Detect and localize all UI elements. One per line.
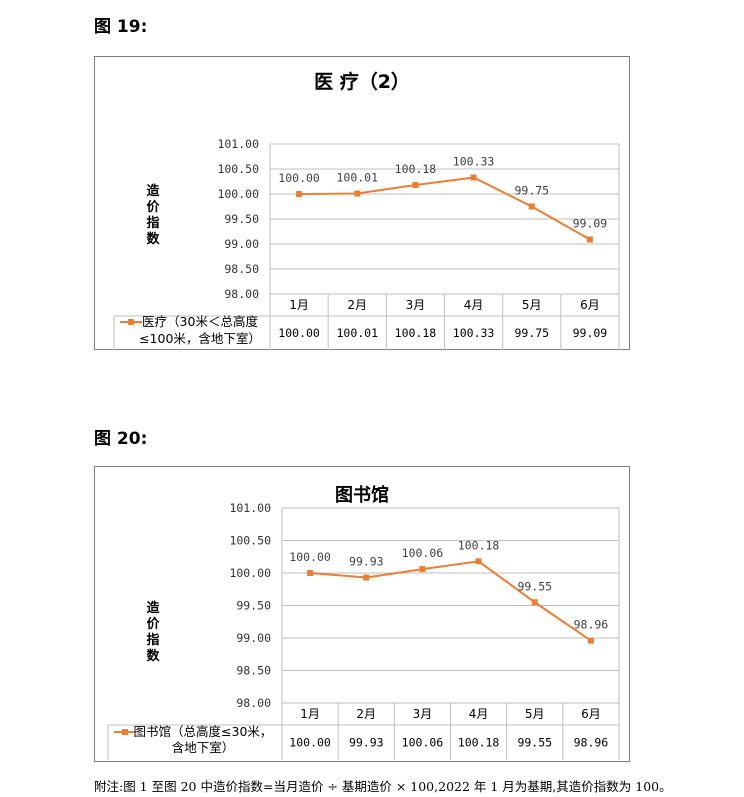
data-point [587,637,594,644]
data-label: 99.55 [517,579,552,593]
x-category-label: 5月 [522,298,542,312]
legend-label: 含地下室） [172,740,235,755]
data-point [307,570,314,576]
data-point [412,182,419,188]
data-label: 99.75 [514,184,549,198]
y-tick-label: 98.50 [236,664,271,678]
y-tick-label: 99.00 [224,237,259,251]
data-label: 100.18 [458,538,500,552]
table-value: 100.06 [402,736,444,750]
x-category-label: 4月 [464,298,484,312]
chart-title: 医 疗（2） [314,71,410,93]
data-point [531,599,538,606]
table-value: 100.01 [336,326,378,340]
legend-label: 图书馆（总高度≤30米， [134,724,273,739]
table-value: 99.09 [573,326,608,340]
y-axis-label-char: 指 [146,216,160,231]
y-axis-label-char: 数 [146,232,160,247]
table-value: 100.33 [453,326,495,340]
data-label: 100.33 [453,155,495,169]
data-point [363,574,370,581]
data-point [470,174,477,181]
data-point [475,558,482,565]
figure-caption: 图 20: [94,429,148,449]
data-label: 99.93 [349,555,384,569]
y-axis-label: 造 价 指 数 [145,601,161,665]
legend-marker-icon [128,319,134,325]
y-tick-label: 101.00 [217,137,259,151]
data-point [528,203,535,210]
y-axis-label-char: 价 [146,200,160,215]
y-axis-label-char: 造 [146,601,160,616]
y-tick-label: 100.00 [217,187,259,201]
data-point [296,191,303,197]
chart-panel: 医 疗（2） 造 价 指 数 [94,56,630,350]
series-line [310,560,592,642]
series-line [299,176,591,241]
y-tick-label: 99.00 [236,631,271,645]
y-tick-label: 98.00 [224,287,259,301]
data-point [586,236,593,243]
x-category-label: 4月 [469,707,489,721]
x-category-label: 6月 [580,298,600,312]
x-category-label: 1月 [289,298,309,312]
table-value: 98.96 [574,736,609,750]
y-axis-label-char: 造 [146,184,160,199]
data-point [419,566,426,573]
data-label: 100.00 [289,550,331,564]
x-category-label: 1月 [300,707,320,721]
y-tick-label: 99.50 [236,599,271,613]
y-tick-label: 100.00 [229,566,271,580]
x-category-label: 5月 [525,707,545,721]
y-tick-label: 100.50 [217,162,259,176]
data-label: 98.96 [574,618,609,632]
footnote: 附注:图 1 至图 20 中造价指数=当月造价 ÷ 基期造价 × 100,202… [94,779,672,794]
legend-label: ≤100米，含地下室） [139,331,261,346]
data-label: 99.09 [573,217,608,231]
table-value: 99.93 [349,736,384,750]
x-category-label: 3月 [406,298,426,312]
data-label: 100.00 [278,171,320,185]
y-axis-label-char: 指 [146,633,160,648]
chart-title: 图书馆 [335,485,389,506]
x-category-label: 3月 [413,707,433,721]
table-value: 100.00 [289,736,331,750]
table-value: 100.18 [458,736,500,750]
y-axis-label-char: 数 [146,649,160,664]
data-label: 100.06 [402,546,444,560]
y-tick-label: 98.00 [236,696,271,710]
x-category-label: 6月 [581,707,601,721]
data-point [354,190,361,197]
y-axis-label-char: 价 [146,617,160,632]
table-value: 100.18 [395,326,437,340]
data-label: 100.01 [336,171,378,185]
y-tick-label: 100.50 [229,534,271,548]
figure-caption: 图 19: [94,17,148,37]
chart-panel: 图书馆 造 价 指 数 [94,466,630,762]
table-value: 99.75 [514,326,549,340]
data-label: 100.18 [395,162,437,176]
x-category-label: 2月 [356,707,376,721]
table-value: 100.00 [278,326,320,340]
x-category-label: 2月 [347,298,367,312]
y-axis-label: 造 价 指 数 [145,184,161,248]
legend-marker-icon [122,729,128,735]
table-value: 99.55 [517,736,552,750]
y-tick-label: 98.50 [224,262,259,276]
legend-label: 医疗（30米＜总高度 [142,314,258,329]
y-tick-label: 99.50 [224,212,259,226]
y-tick-label: 101.00 [229,501,271,515]
